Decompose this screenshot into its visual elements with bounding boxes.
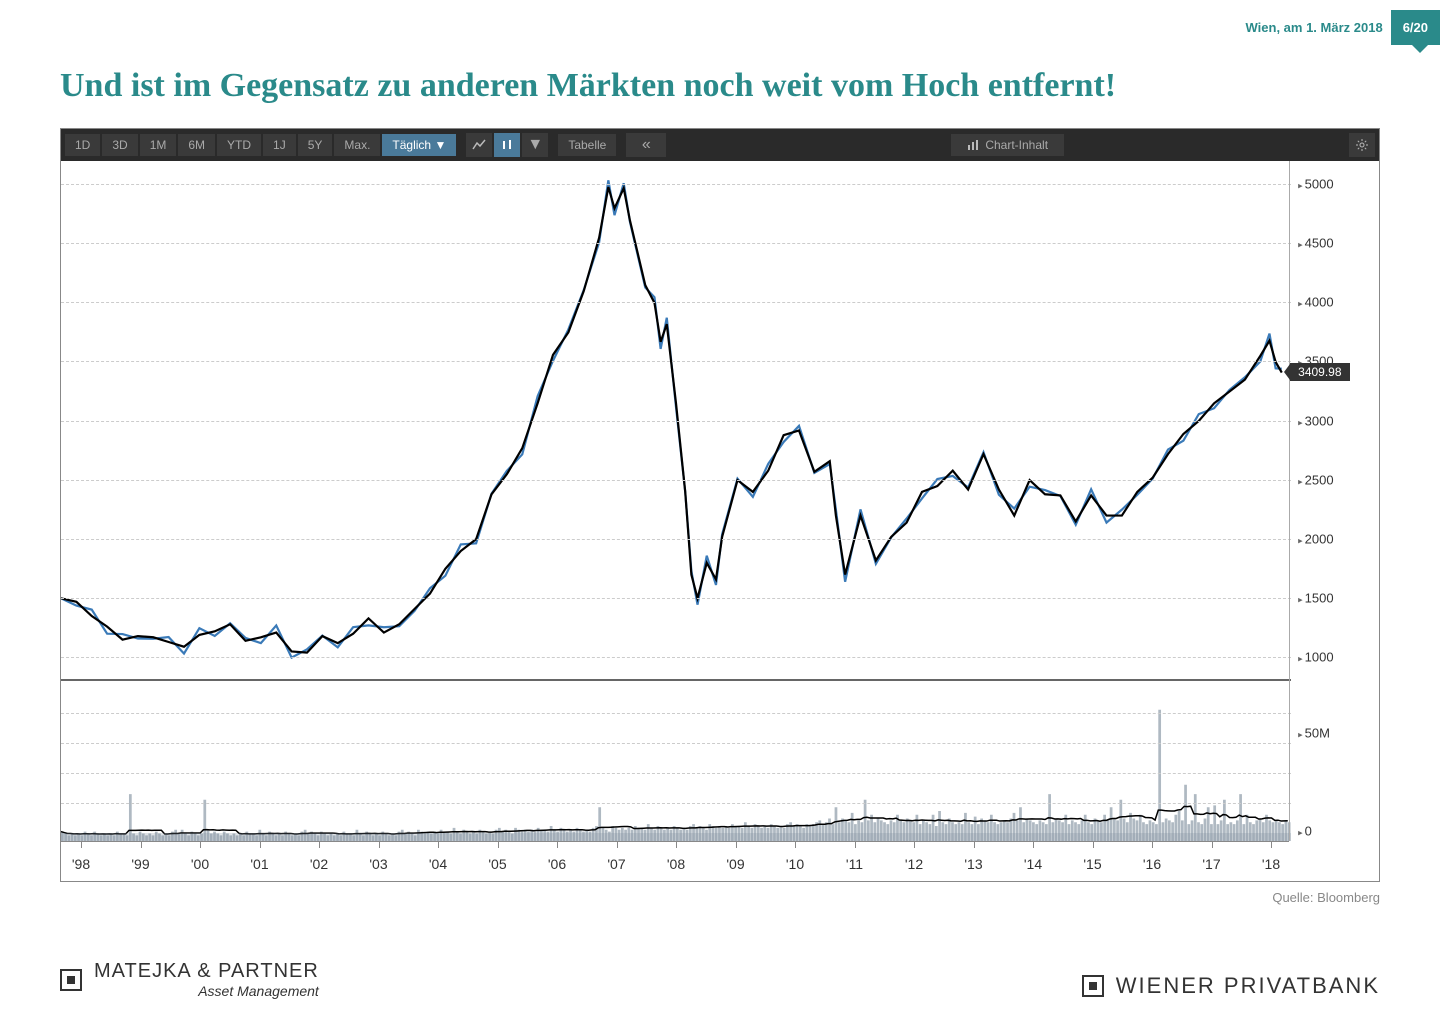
chart-inhalt-button[interactable]: Chart-Inhalt	[951, 134, 1064, 156]
current-value-label: 3409.98	[1290, 363, 1349, 381]
x-tick: '14	[1024, 856, 1042, 872]
range-button-1m[interactable]: 1M	[140, 134, 177, 156]
x-tick: '06	[548, 856, 566, 872]
slide-header: Wien, am 1. März 2018 6/20	[0, 0, 1440, 55]
y-tick: 3000	[1298, 413, 1333, 428]
x-tick: '99	[131, 856, 149, 872]
volume-y-tick: 0	[1298, 823, 1312, 838]
x-tick: '09	[726, 856, 744, 872]
brand-left-name: MATEJKA & PARTNER	[94, 960, 319, 983]
source-label: Quelle: Bloomberg	[0, 882, 1440, 905]
range-button-6m[interactable]: 6M	[178, 134, 215, 156]
x-tick: '18	[1262, 856, 1280, 872]
range-button-1d[interactable]: 1D	[65, 134, 100, 156]
plot-area[interactable]	[61, 161, 1289, 841]
x-axis: '98 '99 '00 '01 '02 '03 '04 '05 '06 '07 '08 '09 '10 '…	[61, 841, 1289, 881]
brand-right-icon	[1082, 975, 1104, 997]
chart-toolbar: 1D3D1M6MYTD1J5YMax. Täglich ▼ ▼ Tabelle …	[61, 129, 1379, 161]
slide-title: Und ist im Gegensatz zu anderen Märkten …	[0, 55, 1440, 128]
y-tick: 5000	[1298, 177, 1333, 192]
brand-left-icon	[60, 969, 82, 991]
x-tick: '02	[310, 856, 328, 872]
range-button-1j[interactable]: 1J	[263, 134, 296, 156]
y-tick: 2500	[1298, 472, 1333, 487]
x-tick: '11	[846, 856, 863, 872]
brand-right-name: WIENER PRIVATBANK	[1116, 973, 1380, 999]
range-button-ytd[interactable]: YTD	[217, 134, 261, 156]
interval-dropdown[interactable]: Täglich ▼	[382, 134, 456, 156]
tabelle-button[interactable]: Tabelle	[558, 134, 616, 156]
y-axis: 1000150020002500300035004000450050003409…	[1289, 161, 1379, 841]
header-date: Wien, am 1. März 2018	[1246, 20, 1383, 35]
x-tick: '03	[369, 856, 387, 872]
x-tick: '12	[905, 856, 923, 872]
brand-right: WIENER PRIVATBANK	[1082, 973, 1380, 999]
x-tick: '16	[1143, 856, 1161, 872]
brand-left: MATEJKA & PARTNER Asset Management	[60, 960, 319, 999]
volume-y-tick: 50M	[1298, 725, 1330, 740]
x-tick: '08	[667, 856, 685, 872]
chart-type-dropdown-icon[interactable]: ▼	[522, 133, 548, 157]
range-button-max[interactable]: Max.	[334, 134, 380, 156]
x-tick: '00	[191, 856, 209, 872]
page-indicator: 6/20	[1391, 10, 1440, 45]
line-chart-icon[interactable]	[466, 133, 492, 157]
price-panel	[61, 161, 1291, 681]
chart-body: 1000150020002500300035004000450050003409…	[61, 161, 1379, 841]
x-tick: '01	[250, 856, 268, 872]
x-tick: '10	[786, 856, 804, 872]
range-button-5y[interactable]: 5Y	[298, 134, 333, 156]
brand-left-sub: Asset Management	[94, 983, 319, 999]
x-tick: '13	[964, 856, 982, 872]
y-tick: 4000	[1298, 295, 1333, 310]
chart-container: 1D3D1M6MYTD1J5YMax. Täglich ▼ ▼ Tabelle …	[60, 128, 1380, 882]
x-tick: '07	[607, 856, 625, 872]
range-button-3d[interactable]: 3D	[102, 134, 137, 156]
x-tick: '17	[1202, 856, 1220, 872]
x-tick: '05	[488, 856, 506, 872]
footer: MATEJKA & PARTNER Asset Management WIENE…	[60, 960, 1380, 999]
volume-panel	[61, 683, 1291, 841]
x-tick: '15	[1083, 856, 1101, 872]
y-tick: 1500	[1298, 590, 1333, 605]
x-tick: '04	[429, 856, 447, 872]
y-tick: 4500	[1298, 236, 1333, 251]
candle-chart-icon[interactable]	[494, 133, 520, 157]
y-tick: 2000	[1298, 531, 1333, 546]
x-tick: '98	[72, 856, 90, 872]
gear-icon[interactable]	[1349, 133, 1375, 157]
y-tick: 1000	[1298, 649, 1333, 664]
collapse-icon[interactable]: «	[626, 133, 666, 157]
